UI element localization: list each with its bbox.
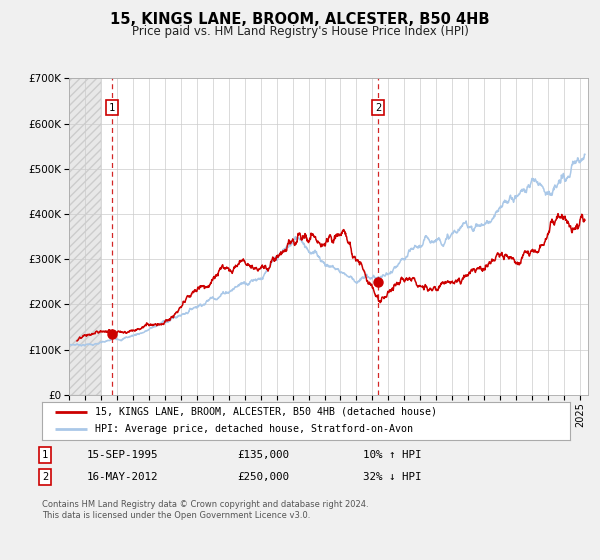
Text: Price paid vs. HM Land Registry's House Price Index (HPI): Price paid vs. HM Land Registry's House …	[131, 25, 469, 38]
Text: Contains HM Land Registry data © Crown copyright and database right 2024.
This d: Contains HM Land Registry data © Crown c…	[42, 500, 368, 520]
Text: £250,000: £250,000	[237, 472, 289, 482]
Text: 10% ↑ HPI: 10% ↑ HPI	[363, 450, 421, 460]
Text: 15-SEP-1995: 15-SEP-1995	[87, 450, 158, 460]
Text: 15, KINGS LANE, BROOM, ALCESTER, B50 4HB (detached house): 15, KINGS LANE, BROOM, ALCESTER, B50 4HB…	[95, 407, 437, 417]
Text: 16-MAY-2012: 16-MAY-2012	[87, 472, 158, 482]
Text: 15, KINGS LANE, BROOM, ALCESTER, B50 4HB: 15, KINGS LANE, BROOM, ALCESTER, B50 4HB	[110, 12, 490, 27]
Text: £135,000: £135,000	[237, 450, 289, 460]
Text: HPI: Average price, detached house, Stratford-on-Avon: HPI: Average price, detached house, Stra…	[95, 424, 413, 435]
Text: 1: 1	[42, 450, 48, 460]
Text: 2: 2	[42, 472, 48, 482]
Text: 2: 2	[375, 102, 382, 113]
Text: 1: 1	[109, 102, 115, 113]
Text: 32% ↓ HPI: 32% ↓ HPI	[363, 472, 421, 482]
